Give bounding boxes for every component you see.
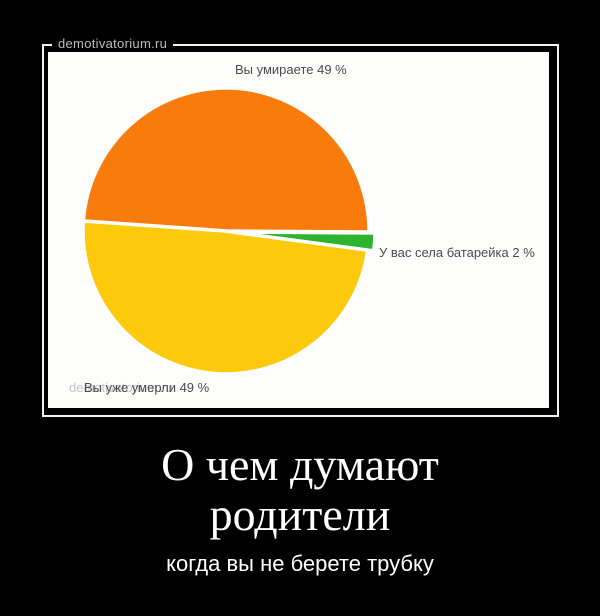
chart-area: Вы умираете 49 % У вас села батарейка 2 … — [48, 52, 549, 408]
pie-slice-dead — [81, 219, 370, 376]
pie-slice-dying — [81, 86, 371, 234]
pie-chart — [81, 86, 377, 376]
chart-label-dead: Вы уже умерли 49 % — [84, 380, 210, 395]
site-watermark-inner: demotivatorium.ru — [69, 380, 174, 395]
caption-subtitle: когда вы не берете трубку — [166, 551, 434, 576]
caption-title: О чем думают родители — [161, 439, 439, 540]
poster-frame — [42, 44, 559, 417]
chart-label-battery: У вас села батарейка 2 % — [379, 245, 535, 260]
site-watermark-top: demotivatorium.ru — [52, 36, 174, 52]
pie-slice-battery — [230, 230, 377, 253]
chart-label-dying: Вы умираете 49 % — [235, 62, 347, 77]
